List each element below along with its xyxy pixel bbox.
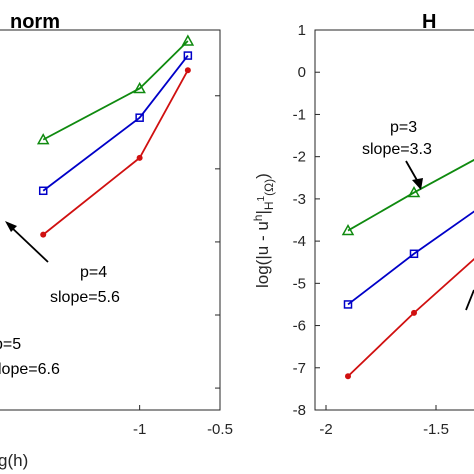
left-point-p5	[184, 67, 191, 74]
right-y-tick-label: -6	[293, 318, 306, 335]
left-x-axis-label: g(h)	[0, 451, 28, 470]
right-annotation-p3-arrowhead	[412, 178, 423, 190]
right-series-line-p4	[347, 210, 474, 306]
right-point-p5	[345, 373, 351, 380]
left-point-p5	[136, 154, 143, 161]
right-y-tick-label: 0	[298, 64, 306, 81]
right-annotation-p3-line1: p=3	[390, 119, 417, 136]
right-partial-arrow	[465, 289, 474, 311]
left-annotation-p5-line1: p=5	[0, 336, 21, 353]
left-panel: norm -1 -0.5 g(h) p=4 slope=5.6 p=5 slope…	[0, 11, 233, 470]
ylabel-sup: h	[251, 215, 265, 222]
right-panel: H -2 -1.510-1-2-3-4-5-6-7-8 log(|u - uh|H…	[251, 11, 474, 438]
right-series-layer	[341, 158, 474, 380]
right-y-tick-label: -7	[293, 360, 306, 377]
left-annotation-p4-line1: p=4	[80, 264, 107, 281]
left-point-p4	[38, 186, 48, 196]
ylabel-subsup: 1	[256, 195, 267, 201]
left-point-p4	[135, 113, 144, 122]
right-point-p5	[411, 309, 417, 316]
left-annotation-p5-line2: slope=6.6	[0, 361, 60, 378]
right-y-tick-label: -2	[293, 149, 306, 166]
right-x-tick-label: -2	[319, 421, 332, 438]
right-panel-title: H	[422, 11, 436, 33]
right-x-tick-label: -1.5	[423, 421, 449, 438]
left-point-p3	[133, 81, 146, 94]
right-y-tick-label: -3	[293, 191, 306, 208]
right-plot-box	[314, 29, 474, 411]
left-plot-box	[0, 29, 221, 411]
right-point-p4	[409, 249, 419, 259]
right-axis-ticks: -2 -1.5 1 0 -1 -2 -3 -4 -5 -6 -7 -8	[293, 22, 449, 438]
left-point-p3	[181, 34, 195, 46]
left-annotation-p4-arrow	[9, 225, 49, 263]
left-x-tick-label: -0.5	[207, 421, 233, 438]
left-point-p5	[40, 231, 47, 238]
left-series-line-p4	[42, 55, 189, 192]
right-y-tick-label: -1	[293, 106, 306, 123]
ylabel-main: log(|u - u	[253, 221, 272, 288]
ylabel-close: )	[253, 173, 272, 179]
right-y-axis-label: log(|u - uh|H1(Ω))	[251, 173, 276, 288]
right-series-line-p3	[347, 158, 474, 232]
right-annotation-p3-line2: slope=3.3	[362, 141, 432, 158]
left-series-line-p5	[42, 69, 189, 236]
right-point-p3	[341, 224, 355, 236]
left-series-layer	[36, 34, 195, 238]
left-panel-title: norm	[10, 11, 60, 33]
right-point-p3	[407, 186, 421, 198]
left-series-line-p3	[42, 40, 189, 141]
right-y-tick-label: -5	[293, 275, 306, 292]
right-annotation-p3-arrow	[405, 160, 419, 183]
right-y-tick-label: 1	[298, 22, 306, 39]
right-series-line-p5	[347, 257, 474, 377]
ylabel-mid: |	[253, 210, 272, 214]
left-point-p4	[183, 51, 193, 60]
right-point-p4	[343, 300, 353, 309]
right-y-tick-label: -4	[293, 233, 306, 250]
ylabel-sub: H	[262, 201, 276, 210]
left-point-p3	[36, 133, 50, 145]
left-x-ticks: -1 -0.5	[133, 95, 233, 438]
ylabel-tail: (Ω)	[262, 179, 276, 196]
left-annotation-p4-line2: slope=5.6	[50, 289, 120, 306]
left-annotation-p4-arrowhead	[5, 221, 17, 232]
right-y-tick-label: -8	[293, 402, 306, 419]
left-x-tick-label: -1	[133, 421, 146, 438]
